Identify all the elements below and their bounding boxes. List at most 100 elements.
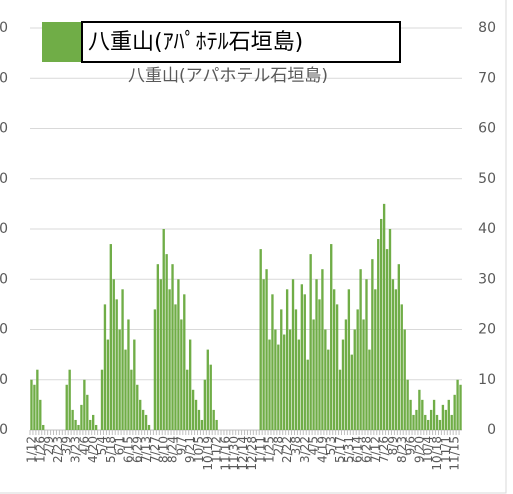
x-tick-label: 10/4 — [421, 436, 435, 463]
bar — [103, 304, 107, 430]
bar — [203, 379, 207, 430]
x-tick-label: 4/20 — [86, 436, 100, 463]
x-tick-label: 2/22 — [280, 436, 294, 463]
x-tick-label: 3/8 — [289, 436, 303, 455]
x-tick-label: 7/12 — [368, 436, 382, 463]
y-tick-label: 0 — [0, 422, 8, 438]
bar — [197, 409, 201, 430]
bar — [421, 399, 424, 430]
y-tick-label: 30 — [0, 271, 8, 287]
bar — [274, 329, 277, 430]
y-tick-label: 50 — [0, 171, 8, 187]
bar — [335, 304, 339, 430]
bar — [391, 279, 395, 430]
legend-label: 八重山(ｱﾊﾟﾎﾃﾙ石垣島) — [88, 30, 303, 55]
bar — [212, 409, 215, 430]
bar — [74, 419, 77, 430]
bar — [141, 409, 145, 430]
bar — [397, 264, 400, 430]
bar — [168, 289, 171, 430]
bar — [106, 339, 110, 430]
bar — [115, 299, 118, 430]
bar — [186, 369, 189, 430]
bar — [315, 279, 318, 430]
legend-box — [81, 21, 401, 63]
bar — [153, 309, 157, 430]
x-tick-label: 1/11 — [254, 436, 268, 463]
bar — [80, 404, 83, 430]
bar — [377, 239, 380, 430]
bar — [412, 414, 415, 430]
bar — [432, 399, 436, 430]
bar — [30, 379, 33, 430]
x-tick-label: 2/9 — [42, 436, 56, 455]
x-tick-label: 3/22 — [298, 436, 312, 463]
x-tick-label: 12/28 — [245, 436, 259, 471]
bar — [321, 269, 324, 430]
x-tick-label: 5/17 — [333, 436, 347, 463]
bar — [271, 294, 274, 430]
x-tick-label: 5/3 — [324, 436, 338, 455]
bar — [294, 309, 298, 430]
x-tick-label: 6/29 — [130, 436, 144, 463]
bar — [39, 399, 42, 430]
y2-tick-label: 30 — [478, 271, 496, 287]
x-tick-label: 1/12 — [24, 436, 38, 463]
y-tick-label: 60 — [0, 121, 8, 137]
bar — [86, 394, 89, 430]
x-tick-label: 5/18 — [104, 436, 118, 463]
bar — [368, 349, 371, 430]
x-tick-label: 11/1 — [439, 436, 453, 463]
bar — [259, 249, 262, 430]
x-tick-label: 6/1 — [113, 436, 127, 455]
x-tick-label: 11/16 — [218, 436, 232, 471]
bar — [453, 394, 456, 430]
x-tick-label: 7/27 — [148, 436, 162, 463]
bar — [127, 319, 130, 430]
y-tick-label: 70 — [0, 70, 8, 86]
bar — [385, 249, 389, 430]
y-tick-label: 10 — [0, 372, 8, 388]
bar — [162, 229, 165, 430]
x-tick-label: 5/31 — [342, 436, 356, 463]
bar — [371, 259, 374, 430]
bar — [180, 319, 183, 430]
bar — [438, 419, 442, 430]
bar — [303, 294, 306, 430]
chart-title: 八重山(アパホテル石垣島) — [128, 66, 328, 86]
bar — [435, 414, 439, 430]
x-tick-label: 10/5 — [192, 436, 206, 463]
x-tick-label: 8/10 — [157, 436, 171, 463]
bar — [109, 244, 112, 430]
bar — [288, 329, 292, 430]
bar — [188, 339, 192, 430]
x-tick-label: 9/20 — [412, 436, 426, 463]
bar — [347, 289, 351, 430]
x-tick-label: 9/7 — [174, 436, 188, 455]
bar — [388, 229, 392, 430]
bar — [365, 279, 368, 430]
bar — [338, 369, 342, 430]
bar — [356, 309, 359, 430]
bar — [33, 384, 36, 430]
x-tick-label: 4/19 — [315, 436, 329, 463]
x-tick-label: 11/15 — [448, 436, 462, 471]
y-tick-label: 20 — [0, 322, 8, 338]
bar — [94, 424, 98, 430]
bar — [183, 294, 186, 430]
bar — [429, 409, 433, 430]
bar — [133, 339, 136, 430]
bar — [350, 354, 353, 430]
x-tick-label: 6/14 — [351, 436, 365, 463]
y2-tick-label: 0 — [487, 422, 496, 438]
bar — [285, 289, 289, 430]
x-tick-label: 9/21 — [183, 436, 197, 463]
bar — [268, 339, 271, 430]
bar — [89, 419, 92, 430]
bar — [130, 369, 133, 430]
bar — [209, 364, 212, 430]
bar — [112, 279, 115, 430]
x-tick-label: 10/18 — [430, 436, 444, 471]
bar — [400, 304, 403, 430]
